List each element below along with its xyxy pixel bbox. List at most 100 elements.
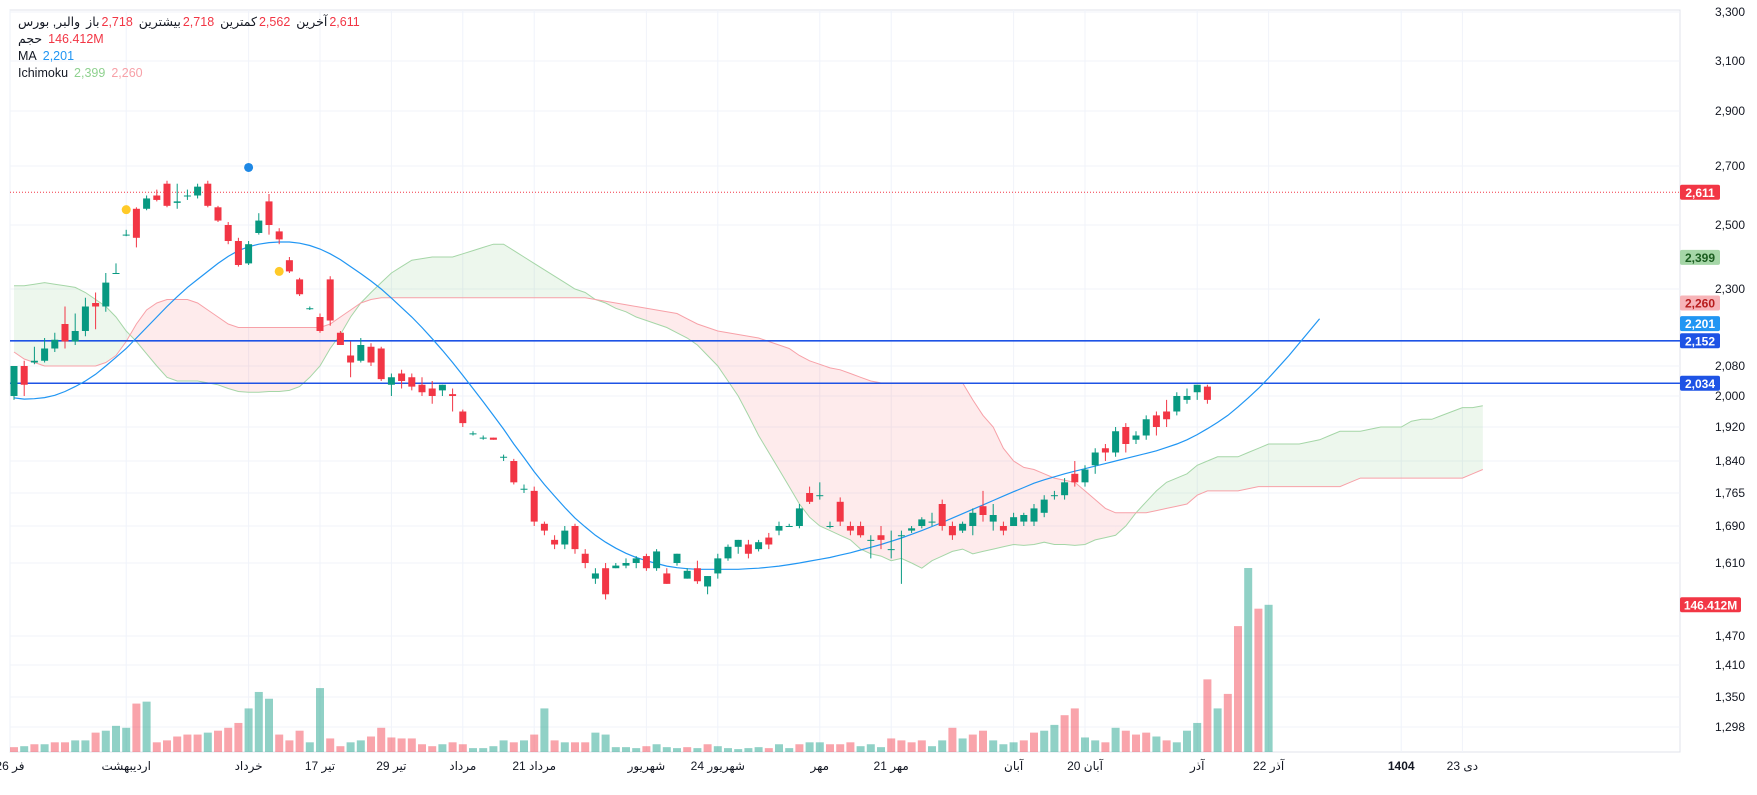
candle-body [846, 526, 854, 531]
candle-body [897, 535, 905, 537]
volume-tag-bg [1680, 597, 1741, 613]
volume-bar [683, 747, 692, 752]
volume-bar [305, 742, 314, 752]
candle [1030, 504, 1038, 526]
candle [734, 539, 742, 554]
cloud-segment [1350, 431, 1361, 483]
cloud-segment [799, 355, 810, 518]
x-tick-label: خرداد [235, 759, 263, 774]
cloud-segment [320, 324, 331, 366]
volume-bar [377, 727, 386, 752]
volume-bar [591, 732, 600, 752]
candle-body [1112, 431, 1120, 453]
candle-body [41, 348, 49, 361]
candle [551, 535, 559, 550]
cloud-segment [432, 257, 443, 298]
candle-body [316, 317, 324, 331]
candle-body [489, 437, 497, 440]
candle [163, 180, 171, 208]
low-value: 2,562 [258, 15, 291, 29]
cloud-segment [289, 327, 300, 391]
cloud-segment [1197, 461, 1208, 496]
cloud-segment [748, 336, 759, 436]
candle-body [387, 377, 395, 385]
cloud-segment [1105, 508, 1116, 538]
cloud-segment [493, 244, 504, 298]
volume-bar [428, 746, 437, 752]
x-tick-label: مرداد [449, 759, 476, 774]
y-tick-label: 1,610 [1715, 556, 1745, 570]
volume-bar [968, 734, 977, 752]
volume-bar [652, 744, 661, 752]
volume-bar [265, 698, 273, 752]
volume-bar [632, 748, 641, 752]
candle [1091, 448, 1099, 474]
volume-bar [81, 740, 90, 752]
volume-label: حجم [18, 32, 43, 46]
volume-bar [1172, 742, 1181, 752]
cloud-segment [207, 310, 218, 385]
cloud-segment [1442, 411, 1453, 479]
chart-legend: والبر, بورس باز 2,718 بیشترین 2,718 کمترین… [18, 14, 360, 82]
cloud-segment [513, 250, 524, 298]
ichimoku-legend: Ichimoku 2,399 2,260 [18, 65, 360, 82]
candle [306, 306, 314, 310]
close-label: آخرین [296, 15, 328, 29]
volume-bar [1081, 737, 1089, 752]
candle [704, 576, 712, 595]
candle-body [30, 360, 38, 363]
volume-bar [1132, 734, 1140, 752]
cloud-segment [248, 327, 259, 393]
volume-bar [1203, 679, 1212, 752]
volume-bar [203, 732, 212, 752]
candle [1101, 444, 1109, 461]
x-tick-label: 29 تیر [376, 759, 406, 774]
cloud-segment [1023, 467, 1034, 546]
price-tag-label: 2,399 [1685, 251, 1715, 265]
overlay-lines [10, 191, 1680, 570]
volume-bar [183, 734, 192, 752]
volume-bar [571, 742, 579, 752]
y-tick-label: 2,300 [1715, 282, 1745, 296]
volume-bar [1162, 740, 1171, 752]
volume-bar [316, 688, 324, 752]
ma-label: MA [18, 49, 37, 63]
volume-bar [846, 742, 855, 752]
candle [928, 512, 936, 526]
cloud-segment [738, 334, 749, 416]
candle-body [143, 198, 151, 209]
y-tick-label: 1,765 [1715, 486, 1745, 500]
volume-bar [91, 732, 100, 752]
candle [1081, 465, 1089, 487]
price-tags: 2,611 2,399 2,260 2,201 2,152 2,034 146.412M [1680, 184, 1741, 613]
candle [989, 504, 997, 531]
cloud-segment [279, 327, 290, 392]
y-tick-label: 3,300 [1715, 5, 1745, 19]
price-tag-bg [1680, 249, 1720, 265]
volume-bar [285, 740, 294, 752]
volume-bar [917, 740, 926, 752]
price-tag: 2,152 [1680, 333, 1720, 349]
cloud-segment [840, 369, 851, 540]
cloud-segment [707, 327, 718, 366]
candle-body [591, 573, 599, 579]
candle-body [1030, 508, 1038, 522]
cloud-segment [1176, 473, 1187, 507]
cloud-segment [564, 282, 575, 298]
candle [775, 521, 783, 536]
volume-bar [1019, 740, 1028, 752]
candle-body [102, 282, 110, 307]
cloud-segment [677, 313, 688, 338]
candle-body [1183, 396, 1191, 400]
cloud-segment [340, 310, 351, 335]
candle [979, 490, 987, 522]
candle [500, 454, 508, 461]
candle [1203, 384, 1211, 404]
low-label: کمترین [220, 15, 257, 29]
candle [1163, 399, 1171, 427]
candle-body [112, 273, 120, 274]
volume-bar [1091, 740, 1100, 752]
candle-body [153, 195, 161, 200]
